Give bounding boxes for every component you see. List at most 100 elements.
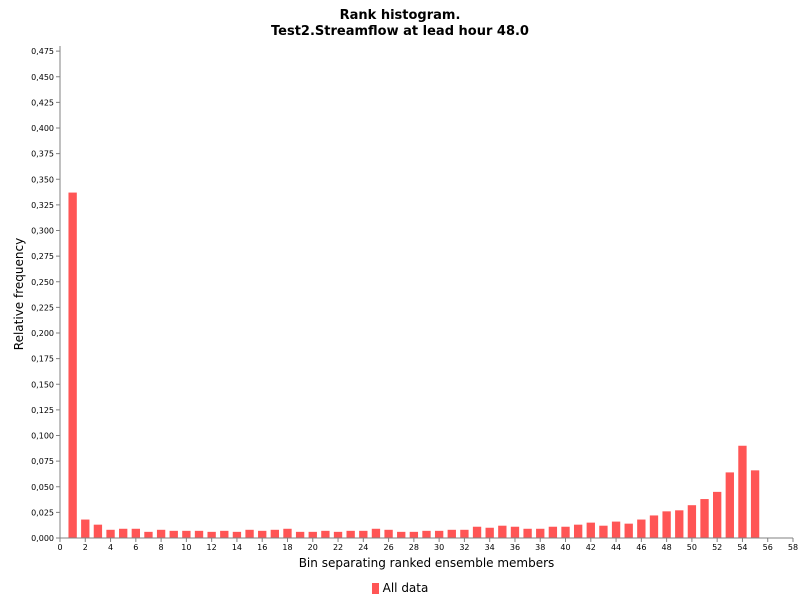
bar bbox=[472, 526, 482, 538]
legend-label: All data bbox=[382, 581, 429, 595]
bar bbox=[258, 530, 267, 538]
x-tick-label: 54 bbox=[737, 543, 747, 552]
y-axis: 0,000 0,025 0,050 0,075 0,100 0,125 0,150 0,175… bbox=[31, 47, 60, 543]
y-axis-label: Relative frequency bbox=[12, 237, 26, 351]
bar bbox=[498, 525, 507, 538]
bar bbox=[156, 529, 166, 538]
y-tick-label: 0,150 bbox=[31, 380, 54, 389]
bar bbox=[232, 531, 242, 538]
bar bbox=[409, 531, 419, 538]
x-tick-label: 14 bbox=[232, 543, 242, 552]
bar bbox=[725, 472, 734, 538]
x-tick-label: 56 bbox=[763, 543, 773, 552]
x-tick-label: 52 bbox=[712, 543, 722, 552]
bar bbox=[359, 530, 368, 538]
x-tick-label: 26 bbox=[383, 543, 393, 552]
bar bbox=[182, 530, 191, 538]
bar bbox=[384, 529, 393, 538]
bar bbox=[321, 530, 330, 538]
y-tick-label: 0,075 bbox=[31, 457, 54, 466]
y-tick-label: 0,000 bbox=[31, 534, 54, 543]
bar bbox=[397, 531, 406, 538]
x-tick-label: 10 bbox=[181, 543, 191, 552]
bar bbox=[245, 529, 254, 538]
y-tick-label: 0,375 bbox=[31, 150, 54, 159]
plot-frame bbox=[59, 46, 793, 539]
bar bbox=[270, 529, 280, 538]
x-tick-label: 58 bbox=[788, 543, 798, 552]
bar bbox=[207, 531, 216, 538]
x-tick-label: 32 bbox=[459, 543, 469, 552]
bar bbox=[371, 528, 381, 538]
bar bbox=[510, 526, 520, 538]
chart-title: Rank histogram. bbox=[339, 8, 461, 23]
y-tick-label: 0,050 bbox=[31, 483, 54, 492]
y-tick-label: 0,250 bbox=[31, 278, 54, 287]
bar bbox=[144, 531, 153, 538]
bar bbox=[611, 521, 621, 538]
x-tick-label: 40 bbox=[560, 543, 570, 552]
x-tick-label: 50 bbox=[687, 543, 697, 552]
x-tick-label: 42 bbox=[586, 543, 596, 552]
bar bbox=[637, 519, 646, 538]
bar bbox=[561, 526, 570, 538]
x-tick-label: 0 bbox=[57, 543, 62, 552]
y-tick-label: 0,175 bbox=[31, 355, 54, 364]
bar bbox=[68, 192, 77, 538]
bar bbox=[750, 470, 760, 538]
bar bbox=[220, 530, 229, 538]
bar bbox=[687, 505, 697, 538]
x-tick-label: 20 bbox=[308, 543, 318, 552]
y-tick-label: 0,475 bbox=[31, 47, 54, 56]
y-tick-label: 0,225 bbox=[31, 303, 54, 312]
legend-swatch bbox=[371, 582, 379, 594]
x-tick-label: 36 bbox=[510, 543, 520, 552]
y-tick-label: 0,125 bbox=[31, 406, 54, 415]
legend: All data bbox=[0, 581, 800, 595]
bar-series-all-data bbox=[68, 192, 760, 539]
bar bbox=[194, 530, 204, 538]
x-tick-label: 48 bbox=[662, 543, 672, 552]
bar bbox=[131, 528, 140, 538]
x-tick-label: 34 bbox=[485, 543, 495, 552]
bar bbox=[485, 527, 494, 538]
x-tick-label: 12 bbox=[207, 543, 217, 552]
bar bbox=[447, 529, 456, 538]
y-tick-label: 0,325 bbox=[31, 201, 54, 210]
x-tick-label: 4 bbox=[108, 543, 113, 552]
bar bbox=[738, 445, 747, 538]
bar bbox=[586, 522, 595, 539]
x-tick-label: 44 bbox=[611, 543, 621, 552]
bar bbox=[649, 515, 659, 538]
bar bbox=[283, 528, 292, 538]
y-tick-label: 0,400 bbox=[31, 124, 54, 133]
bar bbox=[662, 511, 671, 538]
bar bbox=[119, 528, 128, 538]
y-tick-label: 0,300 bbox=[31, 227, 54, 236]
y-tick-label: 0,025 bbox=[31, 508, 54, 517]
bar bbox=[308, 531, 317, 538]
bar bbox=[346, 530, 355, 538]
bar bbox=[700, 499, 709, 538]
x-tick-label: 46 bbox=[636, 543, 646, 552]
bar bbox=[295, 531, 305, 538]
y-tick-label: 0,425 bbox=[31, 98, 54, 107]
x-tick-label: 22 bbox=[333, 543, 343, 552]
x-tick-label: 2 bbox=[83, 543, 88, 552]
bar bbox=[169, 530, 178, 538]
x-tick-label: 6 bbox=[133, 543, 138, 552]
x-tick-label: 28 bbox=[409, 543, 419, 552]
bar bbox=[93, 524, 103, 538]
x-tick-label: 30 bbox=[434, 543, 444, 552]
x-tick-label: 18 bbox=[282, 543, 292, 552]
x-tick-label: 24 bbox=[358, 543, 368, 552]
y-tick-label: 0,100 bbox=[31, 432, 54, 441]
x-tick-label: 16 bbox=[257, 543, 267, 552]
y-tick-label: 0,200 bbox=[31, 329, 54, 338]
chart-subtitle: Test2.Streamflow at lead hour 48.0 bbox=[271, 24, 529, 39]
x-axis-label: Bin separating ranked ensemble members bbox=[298, 556, 555, 570]
bar bbox=[573, 524, 583, 538]
y-tick-label: 0,275 bbox=[31, 252, 54, 261]
y-tick-label: 0,350 bbox=[31, 175, 54, 184]
